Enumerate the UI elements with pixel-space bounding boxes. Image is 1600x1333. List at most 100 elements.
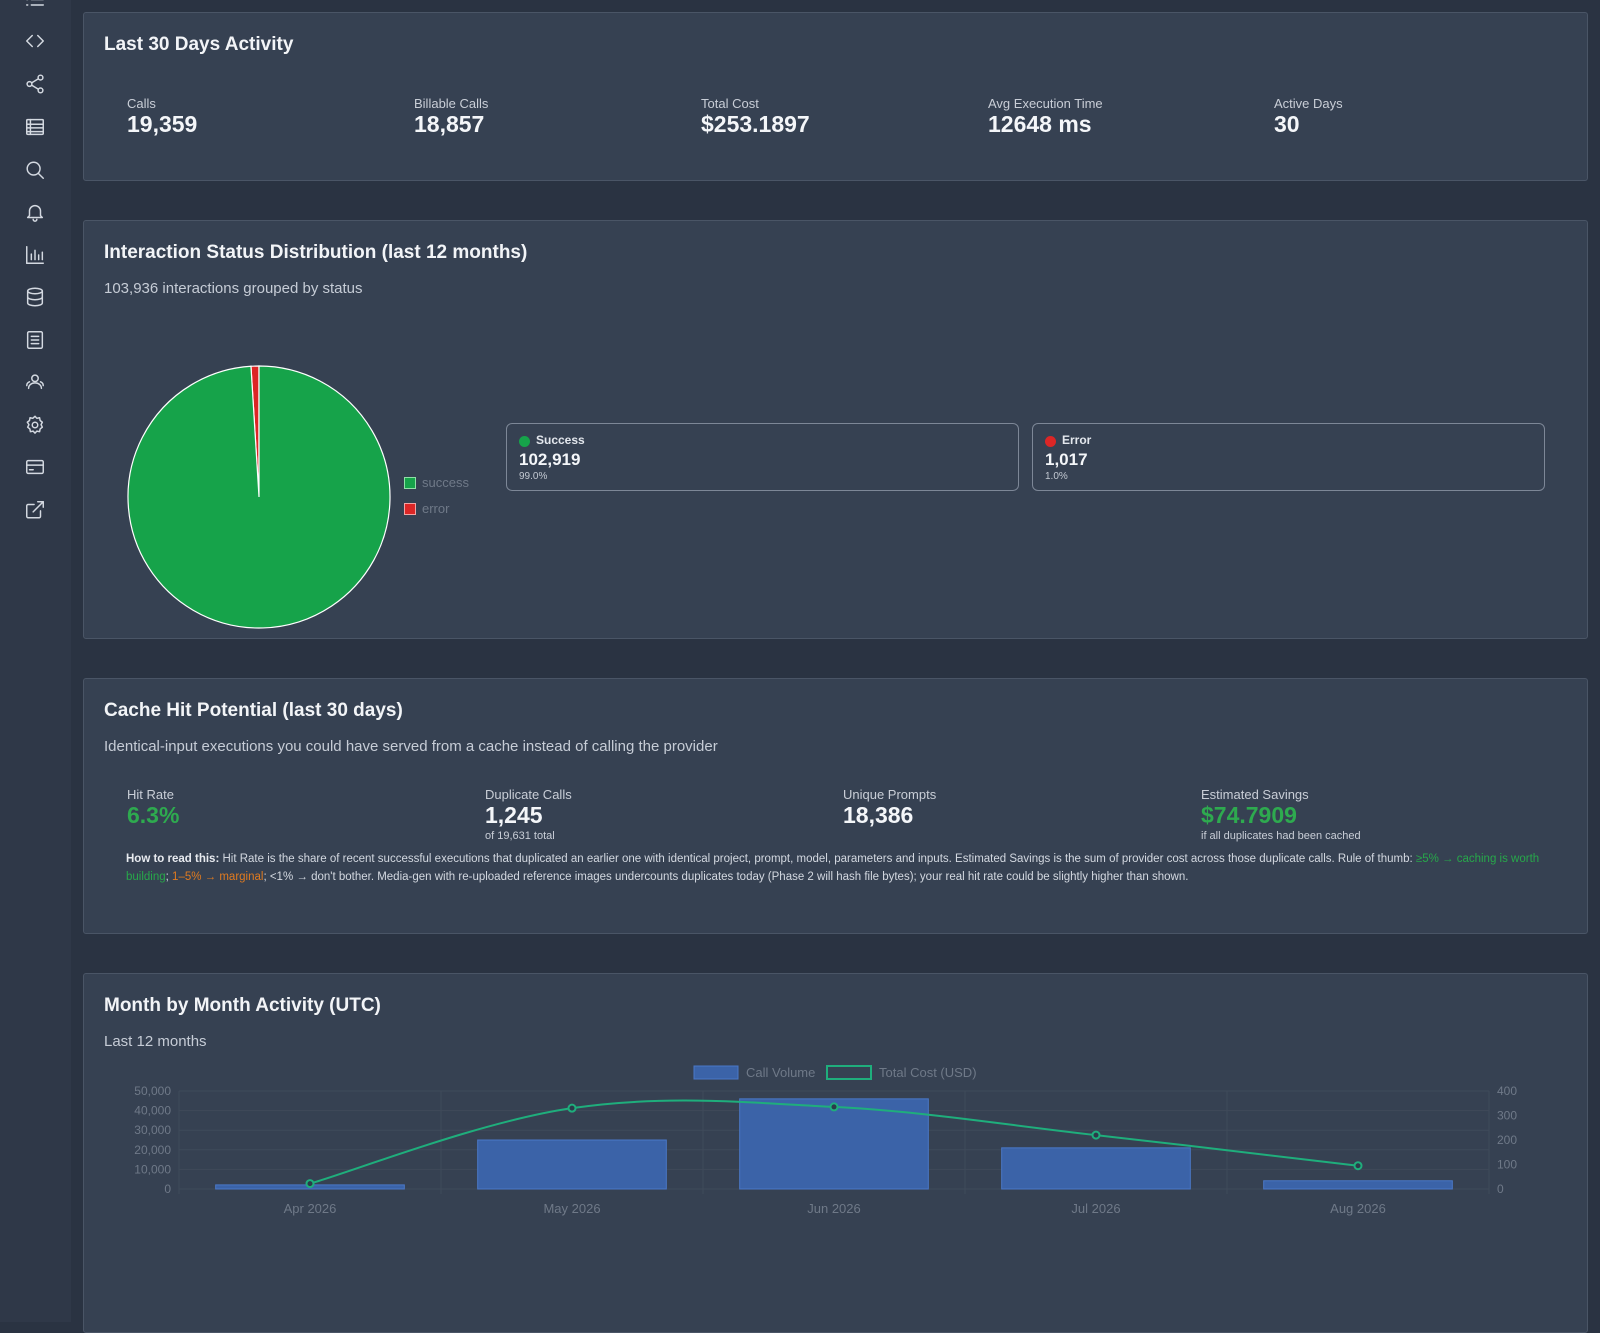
stat-label: Active Days <box>1274 96 1343 111</box>
status-name: Success <box>536 433 585 447</box>
y-right-tick-label: 0 <box>1497 1182 1504 1196</box>
monthly-card: Month by Month Activity (UTC) Last 12 mo… <box>83 973 1588 1333</box>
status-dot <box>1045 436 1056 447</box>
stat-value: 6.3% <box>127 802 180 828</box>
share-icon[interactable] <box>22 71 48 97</box>
stat-active-days: Active Days 30 <box>1274 96 1343 137</box>
y-right-tick-label: 400 <box>1497 1084 1517 1098</box>
database-icon[interactable] <box>22 284 48 310</box>
document-icon[interactable] <box>22 327 48 353</box>
legend-label-call-volume: Call Volume <box>746 1065 815 1080</box>
point-total-cost[interactable] <box>567 1103 577 1113</box>
legend-item-error[interactable]: error <box>404 501 449 516</box>
cache-title: Cache Hit Potential (last 30 days) <box>104 700 403 721</box>
status-name: Error <box>1062 433 1092 447</box>
legend-swatch-error <box>404 503 416 515</box>
list-icon[interactable] <box>22 0 48 18</box>
stat-total-cost: Total Cost $253.1897 <box>701 96 810 137</box>
howto-sep: ; <box>165 871 173 883</box>
status-percent: 1.0% <box>1045 471 1068 482</box>
cache-card: Cache Hit Potential (last 30 days) Ident… <box>83 678 1588 934</box>
activity-card: Last 30 Days Activity Calls 19,359 Billa… <box>83 12 1588 181</box>
bar-chart-icon[interactable] <box>22 242 48 268</box>
legend-label-total-cost: Total Cost (USD) <box>879 1065 977 1080</box>
stat-billable-calls: Billable Calls 18,857 <box>414 96 488 137</box>
legend-label: error <box>422 501 450 516</box>
x-tick-label: May 2026 <box>543 1201 600 1216</box>
monthly-title: Month by Month Activity (UTC) <box>104 995 381 1016</box>
legend-label: success <box>422 475 469 490</box>
stat-calls: Calls 19,359 <box>127 96 197 137</box>
stat-value: 1,245 <box>485 802 543 828</box>
cache-subtitle: Identical-input executions you could hav… <box>104 738 718 755</box>
stat-value: 18,857 <box>414 111 485 137</box>
point-total-cost[interactable] <box>829 1102 839 1112</box>
y-right-tick-label: 300 <box>1497 1109 1517 1123</box>
status-subtitle: 103,936 interactions grouped by status <box>104 280 363 297</box>
status-box-error: Error 1,017 1.0% <box>1032 423 1545 491</box>
y-left-tick-label: 20,000 <box>134 1143 171 1157</box>
point-total-cost[interactable] <box>305 1179 315 1189</box>
credit-card-icon[interactable] <box>22 454 48 480</box>
pie-slice-success[interactable] <box>127 365 391 629</box>
stat-label: Billable Calls <box>414 96 489 111</box>
bar-call-volume[interactable] <box>1263 1180 1453 1190</box>
legend-item-success[interactable]: success <box>404 475 469 490</box>
users-icon[interactable] <box>22 369 48 395</box>
legend-swatch-call-volume[interactable] <box>693 1065 739 1080</box>
stat-label: Duplicate Calls <box>485 787 572 802</box>
stat-value: $253.1897 <box>701 111 810 137</box>
monthly-subtitle: Last 12 months <box>104 1033 207 1050</box>
settings-icon[interactable] <box>22 412 48 438</box>
table-icon[interactable] <box>22 114 48 140</box>
stat-value: 18,386 <box>843 802 914 828</box>
x-tick-label: Jul 2026 <box>1071 1201 1120 1216</box>
stat-duplicate-calls: Duplicate Calls 1,245 of 19,631 total <box>485 787 572 842</box>
howto-lead: How to read this: <box>126 853 220 865</box>
point-total-cost[interactable] <box>1091 1130 1101 1140</box>
stat-label: Estimated Savings <box>1201 787 1309 802</box>
stat-label: Hit Rate <box>127 787 174 802</box>
y-right-tick-label: 200 <box>1497 1133 1517 1147</box>
y-left-tick-label: 50,000 <box>134 1084 171 1098</box>
bell-icon[interactable] <box>22 199 48 225</box>
bar-call-volume[interactable] <box>739 1098 929 1190</box>
stat-label: Unique Prompts <box>843 787 937 802</box>
howto-orange: 1–5% → marginal <box>172 871 264 883</box>
x-tick-label: Apr 2026 <box>284 1201 337 1216</box>
legend-swatch-total-cost[interactable] <box>826 1065 872 1080</box>
stat-unique-prompts: Unique Prompts 18,386 <box>843 787 936 828</box>
status-box-success: Success 102,919 99.0% <box>506 423 1019 491</box>
x-tick-label: Aug 2026 <box>1330 1201 1386 1216</box>
status-dot <box>519 436 530 447</box>
status-card: Interaction Status Distribution (last 12… <box>83 220 1588 639</box>
monthly-combo-chart: Call Volume Total Cost (USD) 0 10,000 20,000… <box>134 1065 1517 1216</box>
point-total-cost[interactable] <box>1353 1161 1363 1171</box>
x-tick-label: Jun 2026 <box>807 1201 861 1216</box>
stat-label: Calls <box>127 96 156 111</box>
stat-label: Total Cost <box>701 96 759 111</box>
external-link-icon[interactable] <box>22 497 48 523</box>
legend-swatch-success <box>404 477 416 489</box>
code-icon[interactable] <box>22 28 48 54</box>
howto-tail: ; <1% → don't bother. Media-gen with re-… <box>263 871 1189 883</box>
howto-green: ≥5% → caching is worth building <box>126 853 1540 883</box>
stat-hit-rate: Hit Rate 6.3% <box>127 787 179 828</box>
bar-call-volume[interactable] <box>1001 1147 1191 1190</box>
status-percent: 99.0% <box>519 471 548 482</box>
stat-value: 12648 ms <box>988 111 1092 137</box>
stat-value: 30 <box>1274 111 1300 137</box>
stat-value: $74.7909 <box>1201 802 1297 828</box>
stat-label: Avg Execution Time <box>988 96 1103 111</box>
stat-note: if all duplicates had been cached <box>1201 830 1361 842</box>
y-left-tick-label: 40,000 <box>134 1104 171 1118</box>
status-count: 1,017 <box>1045 450 1088 469</box>
bar-call-volume[interactable] <box>477 1139 667 1190</box>
howto-body: Hit Rate is the share of recent successf… <box>219 853 1416 865</box>
search-icon[interactable] <box>22 157 48 183</box>
stat-note: of 19,631 total <box>485 830 555 842</box>
stat-value: 19,359 <box>127 111 198 137</box>
how-to-read-note: How to read this: Hit Rate is the share … <box>126 850 1566 886</box>
status-pie-chart <box>127 365 391 629</box>
status-count: 102,919 <box>519 450 581 469</box>
